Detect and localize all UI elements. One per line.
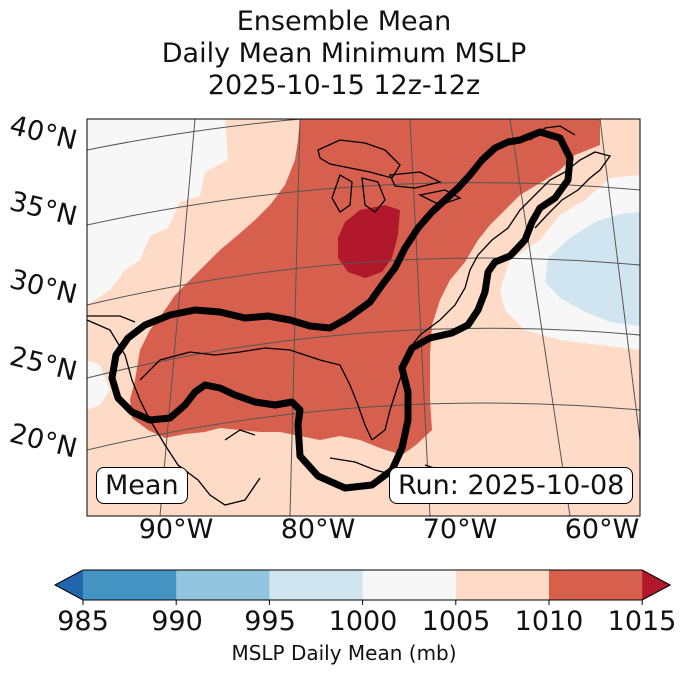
lon-label-90w: 90°W	[138, 514, 214, 545]
colorbar-tick-1005: 1005	[421, 606, 491, 637]
run-date-box: Run: 2025-10-08	[389, 467, 634, 504]
colorbar-tick-995: 995	[244, 606, 296, 637]
ensemble-contour	[108, 128, 574, 492]
lon-label-80w: 80°W	[280, 514, 356, 545]
lon-label-70w: 70°W	[422, 514, 498, 545]
pressure-field-1000-1005-southwest	[87, 360, 110, 410]
colorbar-bin-995-1000	[269, 570, 364, 600]
colorbar-bin-1005-1010	[455, 570, 550, 600]
colorbar-bin-below-985	[55, 570, 83, 600]
colorbar-label: MSLP Daily Mean (mb)	[231, 641, 457, 665]
pressure-field-1010-1015	[130, 119, 600, 455]
title-line-3: 2025-10-15 12z-12z	[207, 70, 481, 101]
title-line-2: Daily Mean Minimum MSLP	[161, 38, 527, 69]
title-line-1: Ensemble Mean	[236, 6, 452, 37]
colorbar-bin-above-1015	[642, 570, 671, 600]
colorbar-bin-990-995	[176, 570, 270, 600]
colorbar-bin-1010-1015	[549, 570, 643, 600]
lon-label-60w: 60°W	[564, 514, 640, 545]
pressure-field-995-1000	[545, 212, 640, 326]
colorbar-tick-990: 990	[151, 606, 203, 637]
map-frame	[86, 118, 641, 517]
colorbar-tick-1000: 1000	[328, 606, 398, 637]
colorbar-bin-1000-1005	[362, 570, 457, 600]
colorbar-tick-1015: 1015	[607, 606, 677, 637]
colorbar-tick-985: 985	[57, 606, 109, 637]
pressure-field-above-1015	[338, 205, 400, 278]
mean-label-box: Mean	[96, 467, 188, 504]
colorbar-tick-1010: 1010	[514, 606, 584, 637]
pressure-field-1000-1005-northwest	[87, 119, 228, 305]
colorbar-bin-985-990	[83, 570, 177, 600]
colorbar	[53, 569, 672, 605]
